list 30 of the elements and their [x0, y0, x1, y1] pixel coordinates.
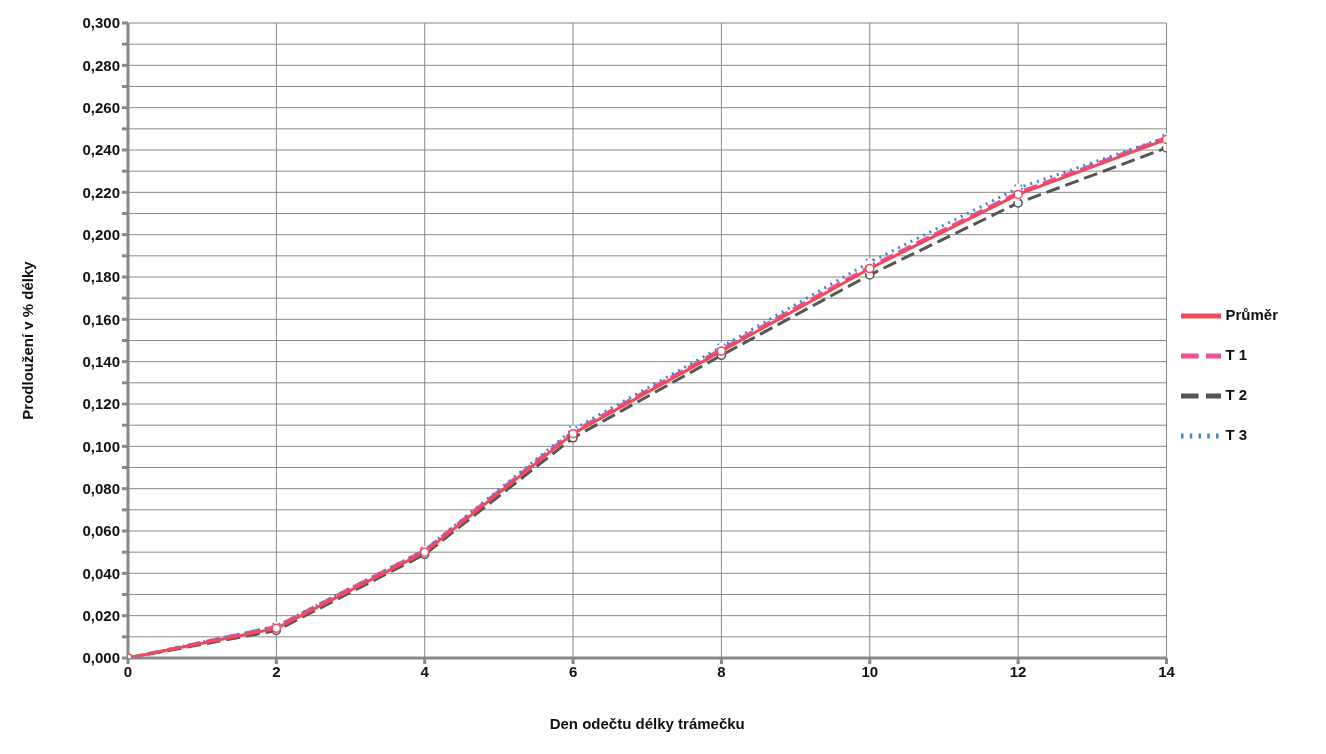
x-tick-label: 4: [420, 662, 430, 680]
x-axis-title: Den odečtu délky trámečku: [549, 714, 745, 732]
y-tick-label: 0,020: [82, 606, 120, 624]
y-tick-label: 0,140: [82, 352, 120, 370]
legend-label: Průměr: [1225, 305, 1278, 323]
x-tick-label: 8: [717, 662, 726, 680]
x-tick-label: 12: [1009, 662, 1027, 680]
y-tick-label: 0,100: [82, 437, 120, 455]
x-tick-label: 2: [272, 662, 281, 680]
y-tick-label: 0,000: [82, 649, 120, 667]
y-tick-label: 0,180: [82, 268, 120, 286]
legend-label: T 3: [1225, 425, 1248, 443]
y-tick-label: 0,060: [82, 522, 120, 540]
y-tick-label: 0,220: [82, 183, 120, 201]
x-tick-label: 6: [568, 662, 578, 680]
legend-label: T 1: [1225, 345, 1248, 363]
y-tick-label: 0,120: [82, 395, 120, 413]
legend-label: T 2: [1225, 385, 1248, 403]
y-axis-title: Prodloužení v % délky: [19, 260, 37, 420]
y-tick-label: 0,160: [82, 310, 120, 328]
y-tick-label: 0,080: [82, 479, 120, 497]
y-tick-label: 0,240: [82, 141, 120, 159]
x-tick-label: 14: [1158, 662, 1176, 680]
y-tick-label: 0,300: [82, 14, 120, 32]
y-tick-label: 0,260: [82, 98, 120, 116]
x-tick-label: 10: [861, 662, 879, 680]
y-tick-label: 0,200: [82, 225, 120, 243]
x-tick-label: 0: [123, 662, 133, 680]
y-tick-label: 0,280: [82, 56, 120, 74]
y-tick-label: 0,040: [82, 564, 120, 582]
